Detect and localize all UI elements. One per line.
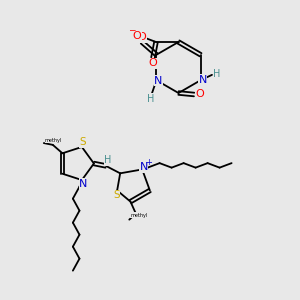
Text: O: O (137, 32, 146, 42)
Text: S: S (113, 190, 120, 200)
Text: S: S (80, 137, 86, 148)
Text: H: H (213, 69, 220, 79)
Text: O: O (195, 89, 204, 100)
Text: H: H (104, 155, 111, 165)
Text: methyl: methyl (130, 213, 148, 218)
Text: +: + (146, 158, 152, 167)
Text: O: O (148, 58, 157, 68)
Text: N: N (154, 76, 163, 85)
Text: N: N (199, 75, 207, 85)
Text: −: − (128, 26, 136, 34)
Text: methyl: methyl (45, 138, 62, 142)
Text: H: H (147, 94, 155, 104)
Text: N: N (79, 179, 88, 189)
Text: O: O (132, 31, 141, 41)
Text: N: N (140, 162, 148, 172)
